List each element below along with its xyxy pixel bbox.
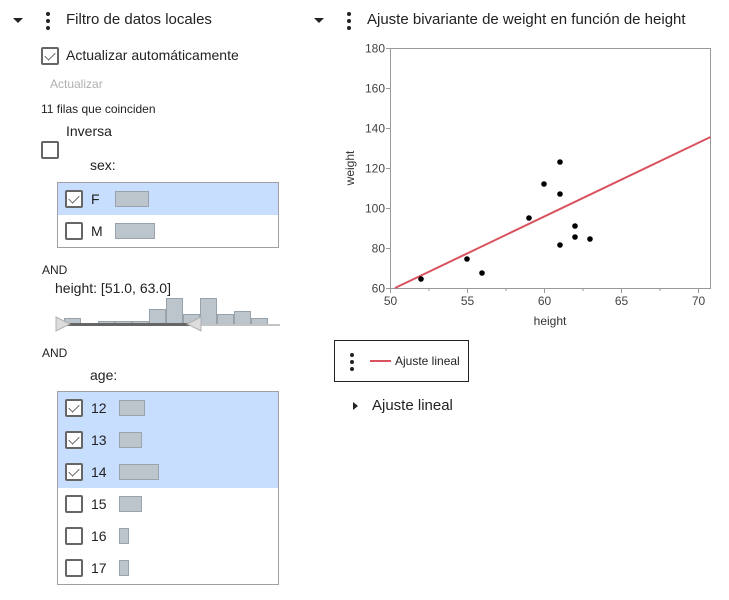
- report-menu-icon[interactable]: [346, 12, 352, 30]
- slider-selected-range: [59, 323, 200, 326]
- histogram-bar: [132, 321, 149, 324]
- age-17-count-bar: [119, 560, 129, 576]
- slider-max-handle[interactable]: [186, 316, 202, 332]
- histogram-bar: [200, 298, 217, 324]
- scatter-plot[interactable]: 180 160 140 120 100 80 60 50 55 60 65 70…: [330, 38, 729, 338]
- y-axis-ticks: [386, 48, 390, 289]
- svg-text:70: 70: [692, 294, 706, 308]
- x-axis-tick-labels: 50 55 60 65 70: [384, 294, 706, 308]
- age-item-12[interactable]: 12: [58, 392, 278, 424]
- filter-menu-icon[interactable]: [45, 12, 51, 30]
- age-filter-label: age:: [90, 367, 118, 383]
- linear-fit-outline-title[interactable]: Ajuste lineal: [372, 397, 453, 414]
- age-15-checkbox[interactable]: [65, 495, 83, 513]
- age-12-label: 12: [91, 400, 107, 416]
- age-item-15[interactable]: 15: [58, 488, 278, 520]
- age-15-label: 15: [91, 496, 107, 512]
- data-points: [418, 159, 593, 282]
- sex-filter-label: sex:: [90, 157, 116, 173]
- report-title: Ajuste bivariante de weight en función d…: [367, 11, 686, 28]
- legend: Ajuste lineal: [334, 340, 469, 382]
- age-listbox: 12 13 14 15 16 17: [57, 391, 279, 585]
- age-13-label: 13: [91, 432, 107, 448]
- age-item-16[interactable]: 16: [58, 520, 278, 552]
- y-axis-label: weight: [343, 150, 357, 186]
- inverse-checkbox[interactable]: [41, 141, 59, 159]
- x-axis-label: height: [534, 314, 567, 328]
- age-14-checkbox[interactable]: [65, 463, 83, 481]
- age-12-checkbox[interactable]: [65, 399, 83, 417]
- sex-item-m[interactable]: M: [58, 215, 278, 247]
- slider-min-handle[interactable]: [55, 316, 71, 332]
- svg-text:60: 60: [538, 294, 552, 308]
- collapse-report-icon[interactable]: [314, 18, 324, 23]
- svg-text:140: 140: [365, 122, 385, 136]
- expand-linear-fit-icon[interactable]: [353, 402, 358, 410]
- inverse-label: Inversa: [66, 123, 112, 139]
- sex-f-label: F: [91, 191, 100, 207]
- legend-menu-icon[interactable]: [349, 353, 355, 371]
- histogram-bar: [217, 314, 234, 324]
- age-item-17[interactable]: 17: [58, 552, 278, 584]
- auto-update-label: Actualizar automáticamente: [66, 47, 239, 63]
- age-14-label: 14: [91, 464, 107, 480]
- age-14-count-bar: [119, 464, 159, 480]
- svg-text:160: 160: [365, 82, 385, 96]
- age-item-14[interactable]: 14: [58, 456, 278, 488]
- linear-fit-line: [394, 136, 711, 289]
- filter-title: Filtro de datos locales: [66, 11, 212, 28]
- y-axis-tick-labels: 180 160 140 120 100 80 60: [365, 42, 385, 296]
- age-17-checkbox[interactable]: [65, 559, 83, 577]
- collapse-filter-icon[interactable]: [13, 18, 23, 23]
- svg-text:55: 55: [461, 294, 475, 308]
- histogram-bar: [251, 318, 268, 324]
- matching-rows-count: 11 filas que coinciden: [41, 102, 156, 116]
- and-operator-2: AND: [42, 346, 68, 360]
- sex-item-f[interactable]: F: [58, 183, 278, 215]
- age-17-label: 17: [91, 560, 107, 576]
- sex-f-checkbox[interactable]: [65, 190, 83, 208]
- histogram-bar: [166, 298, 183, 324]
- sex-f-count-bar: [115, 191, 149, 207]
- and-operator-1: AND: [42, 263, 68, 277]
- age-13-checkbox[interactable]: [65, 431, 83, 449]
- sex-m-count-bar: [115, 223, 155, 239]
- sex-m-checkbox[interactable]: [65, 222, 83, 240]
- legend-label: Ajuste lineal: [395, 354, 460, 368]
- age-16-checkbox[interactable]: [65, 527, 83, 545]
- svg-text:180: 180: [365, 42, 385, 56]
- age-16-count-bar: [119, 528, 129, 544]
- histogram-bar: [98, 321, 115, 324]
- histogram-bar: [115, 321, 132, 324]
- sex-m-label: M: [91, 223, 103, 239]
- age-13-count-bar: [119, 432, 142, 448]
- sex-listbox: F M: [57, 182, 279, 248]
- age-16-label: 16: [91, 528, 107, 544]
- x-axis-ticks: [390, 288, 699, 293]
- histogram-bar: [234, 311, 251, 324]
- svg-text:100: 100: [365, 202, 385, 216]
- update-button[interactable]: Actualizar: [50, 77, 103, 91]
- svg-text:50: 50: [384, 294, 398, 308]
- histogram-bar: [149, 309, 166, 324]
- age-12-count-bar: [119, 400, 145, 416]
- height-range-slider[interactable]: [55, 296, 280, 332]
- svg-text:120: 120: [365, 162, 385, 176]
- legend-line-swatch: [370, 360, 391, 362]
- age-item-13[interactable]: 13: [58, 424, 278, 456]
- svg-text:80: 80: [372, 242, 386, 256]
- svg-text:60: 60: [372, 282, 386, 296]
- height-filter-label: height: [51.0, 63.0]: [55, 280, 171, 296]
- auto-update-checkbox[interactable]: [41, 47, 59, 65]
- svg-text:65: 65: [615, 294, 629, 308]
- age-15-count-bar: [119, 496, 142, 512]
